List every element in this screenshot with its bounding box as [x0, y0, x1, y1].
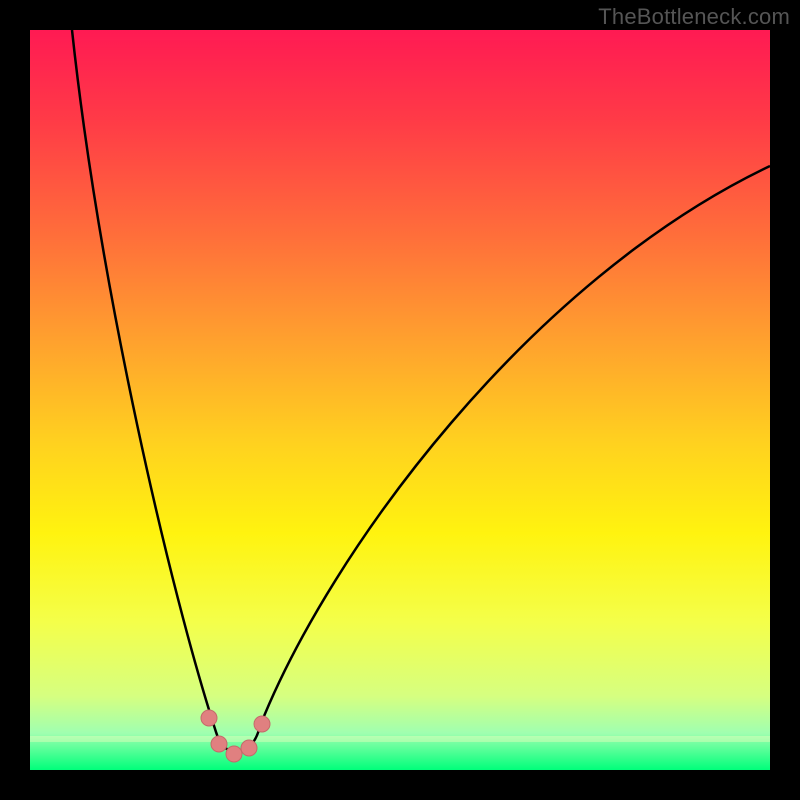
- notch-marker: [254, 716, 270, 732]
- chart-canvas: TheBottleneck.com: [0, 0, 800, 800]
- plot-area: [30, 30, 770, 770]
- notch-marker: [241, 740, 257, 756]
- notch-marker: [226, 746, 242, 762]
- highpass-band: [30, 736, 770, 742]
- notch-marker: [211, 736, 227, 752]
- gradient-background: [30, 30, 770, 770]
- watermark-text: TheBottleneck.com: [598, 4, 790, 30]
- bottleneck-chart-svg: [0, 0, 800, 800]
- notch-marker: [201, 710, 217, 726]
